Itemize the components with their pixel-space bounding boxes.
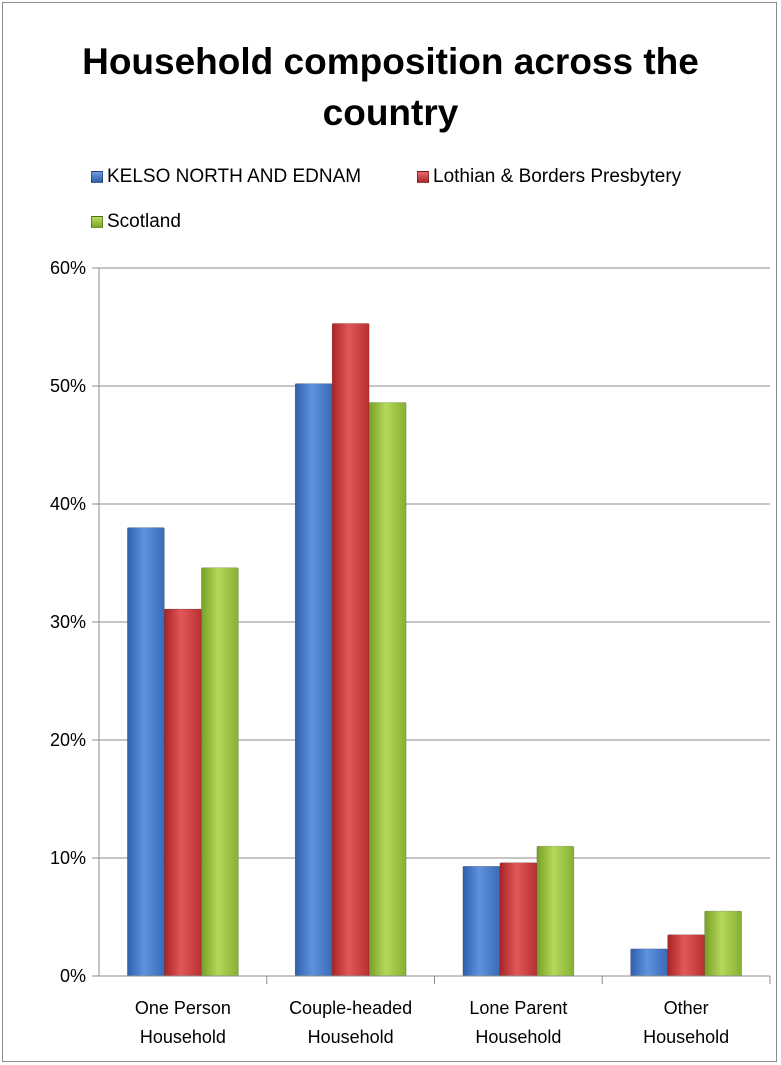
bar-lothian-borders-presbytery-0 [164, 608, 202, 977]
x-category-label-1-line-1: Household [308, 1027, 394, 1047]
x-category-label-1-line-0: Couple-headed [289, 998, 412, 1018]
bar-kelso-north-and-ednam-1 [294, 383, 333, 977]
y-tick-label-5: 50% [50, 376, 86, 396]
bar-lothian-borders-presbytery-1 [331, 323, 370, 977]
y-tick-label-2: 20% [50, 730, 86, 750]
bar-lothian-borders-presbytery-3 [667, 934, 705, 977]
label-layer: 0% 10% 20% 30% 40% 50% 60% One Person Household C… [50, 258, 729, 1047]
x-category-label-2-line-0: Lone Parent [469, 998, 567, 1018]
bar-scotland-2 [536, 845, 575, 977]
bar-scotland-1 [368, 402, 407, 977]
axis-layer [92, 267, 771, 984]
bar-kelso-north-and-ednam-3 [630, 948, 668, 977]
y-tick-label-6: 60% [50, 258, 86, 278]
bar-kelso-north-and-ednam-0 [127, 527, 165, 977]
bar-lothian-borders-presbytery-2 [499, 862, 538, 977]
chart-title: Household composition across the country [82, 41, 699, 133]
x-category-label-3-line-1: Household [643, 1027, 729, 1047]
y-tick-label-0: 0% [60, 966, 86, 986]
y-tick-label-3: 30% [50, 612, 86, 632]
x-category-label-0-line-1: Household [140, 1027, 226, 1047]
bar-layer [127, 323, 742, 977]
bar-scotland-3 [704, 910, 742, 977]
bar-scotland-0 [201, 567, 239, 977]
x-category-label-0-line-0: One Person [135, 998, 231, 1018]
y-tick-label-1: 10% [50, 848, 86, 868]
bar-kelso-north-and-ednam-2 [462, 865, 501, 977]
x-category-label-2-line-1: Household [475, 1027, 561, 1047]
y-tick-label-4: 40% [50, 494, 86, 514]
x-category-label-3-line-0: Other [664, 998, 709, 1018]
